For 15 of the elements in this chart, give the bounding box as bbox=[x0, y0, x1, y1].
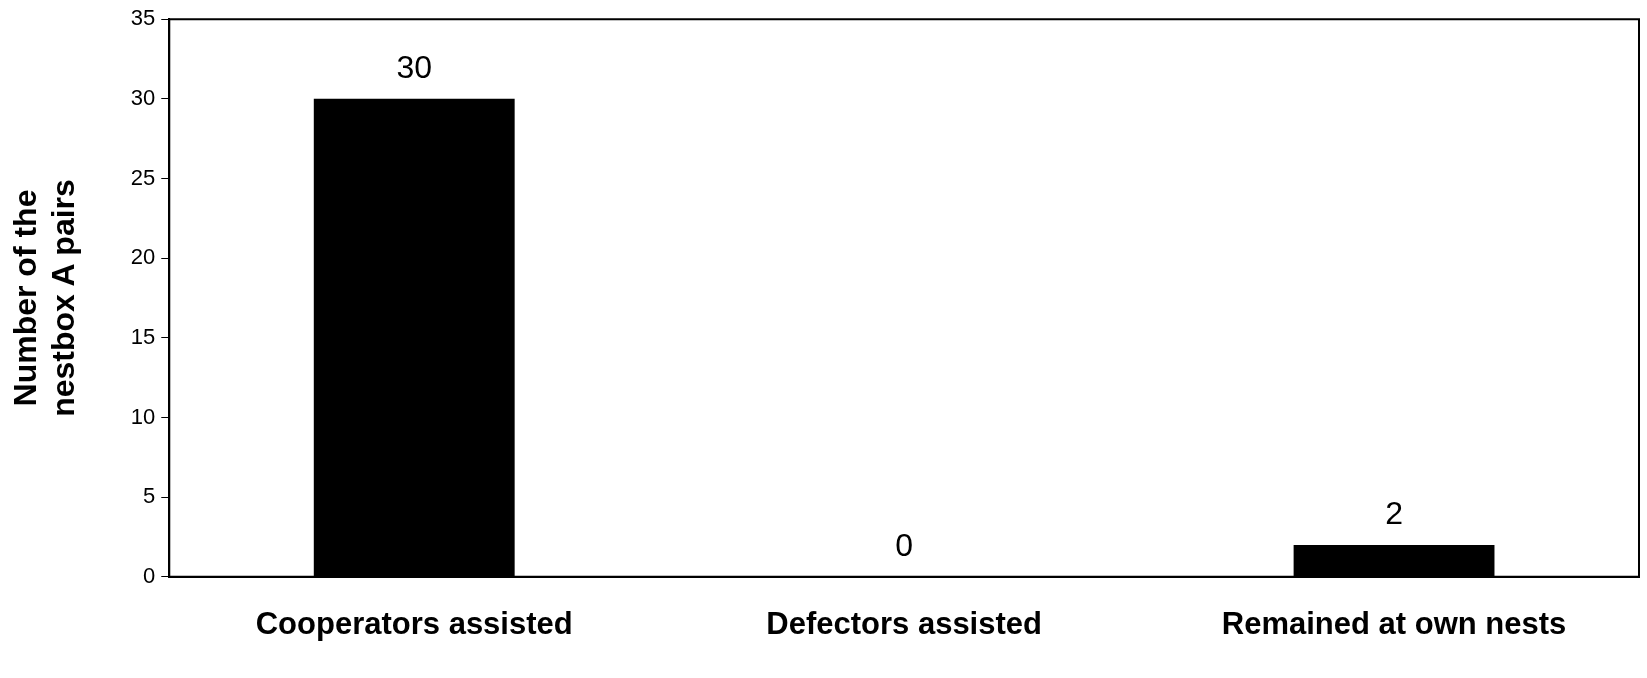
y-tick-label: 25 bbox=[130, 164, 156, 190]
y-tick-label: 5 bbox=[143, 483, 156, 509]
x-tick-label: Remained at own nests bbox=[1221, 605, 1567, 641]
x-tick-label: Cooperators assisted bbox=[255, 605, 573, 641]
y-tick-label: 10 bbox=[130, 403, 156, 429]
data-label: 2 bbox=[1385, 494, 1403, 531]
data-label: 0 bbox=[895, 526, 914, 563]
y-axis-title: Number of the nestbox A pairs bbox=[7, 179, 82, 417]
y-tick-label: 35 bbox=[130, 5, 156, 31]
y-tick-label: 20 bbox=[130, 244, 156, 270]
x-tick-label: Defectors assisted bbox=[766, 605, 1042, 641]
y-tick-label: 30 bbox=[130, 84, 156, 110]
y-tick-label: 0 bbox=[143, 562, 156, 588]
data-label: 30 bbox=[396, 48, 433, 85]
y-tick-label: 15 bbox=[130, 323, 156, 349]
